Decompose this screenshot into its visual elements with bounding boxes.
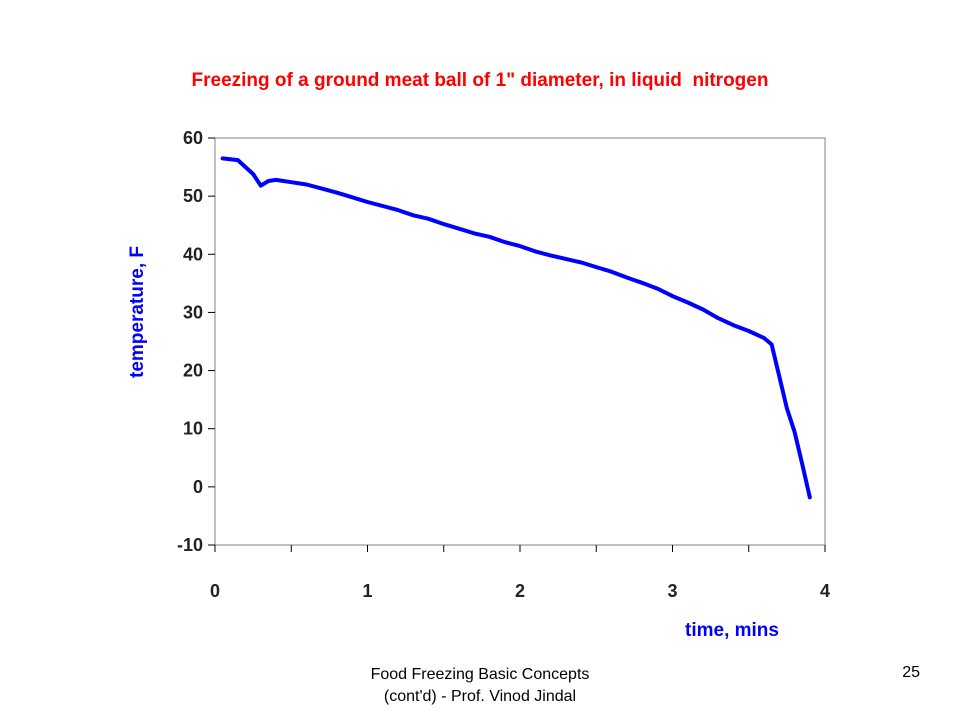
slide-number: 25 — [902, 664, 920, 681]
x-axis-label: time, mins — [685, 620, 779, 641]
x-tick-label: 2 — [515, 581, 525, 601]
y-tick-label: 50 — [183, 186, 203, 206]
y-tick-label: 30 — [183, 302, 203, 322]
y-tick-label: 10 — [183, 419, 203, 439]
chart-title: Freezing of a ground meat ball of 1" dia… — [191, 70, 769, 91]
x-axis: 0 1 2 3 4 — [210, 545, 830, 601]
y-tick-label: 20 — [183, 361, 203, 381]
x-tick-label: 1 — [362, 581, 372, 601]
y-axis-label: temperature, F — [127, 246, 148, 378]
x-tick-label: 4 — [820, 581, 830, 601]
footer-line-2: (cont'd) - Prof. Vinod Jindal — [383, 688, 577, 705]
x-tick-label: 3 — [667, 581, 677, 601]
plot-area-frame — [214, 137, 826, 546]
footer-line-1: Food Freezing Basic Concepts — [370, 666, 590, 683]
y-tick-label: 60 — [183, 128, 203, 148]
slide-footer: Food Freezing Basic Concepts (cont'd) - … — [310, 664, 650, 708]
y-tick-label: -10 — [177, 535, 203, 555]
x-tick-label: 0 — [210, 581, 220, 601]
y-tick-label: 40 — [183, 244, 203, 264]
y-tick-label: 0 — [193, 477, 203, 497]
series-line-temperature — [220, 156, 812, 500]
y-axis: -10 0 10 20 30 40 50 60 — [177, 128, 215, 555]
